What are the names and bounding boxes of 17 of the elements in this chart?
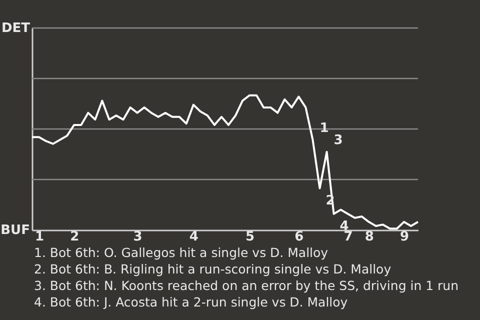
x-tick-label: 2 <box>70 230 80 244</box>
annotation: 3 <box>334 132 343 148</box>
text: 4. Bot 6th: J. Acosta hit a 2-run single vs D. Malloy <box>34 294 348 310</box>
text: 1. Bot 6th: O. Gallegos hit a single vs D. Malloy <box>34 245 329 260</box>
x-tick-label: 9 <box>400 230 409 244</box>
text: BUF <box>0 223 30 238</box>
x-tick-label: 1 <box>34 230 44 244</box>
text: 3. Bot 6th: N. Koonts reached on an error by the SS, driving in 1 run <box>34 278 459 293</box>
text: DET <box>1 21 30 36</box>
x-tick-label: 7 <box>344 230 353 244</box>
text: 2. Bot 6th: B. Rigling hit a run-scoring single vs D. Malloy <box>34 262 392 276</box>
annotation: 1 <box>320 120 329 136</box>
x-tick-label: 8 <box>364 230 374 244</box>
x-tick-label: 5 <box>246 230 255 244</box>
x-tick-label: 6 <box>294 230 304 244</box>
x-tick-label: 3 <box>133 230 142 244</box>
x-tick-label: 4 <box>189 230 198 244</box>
